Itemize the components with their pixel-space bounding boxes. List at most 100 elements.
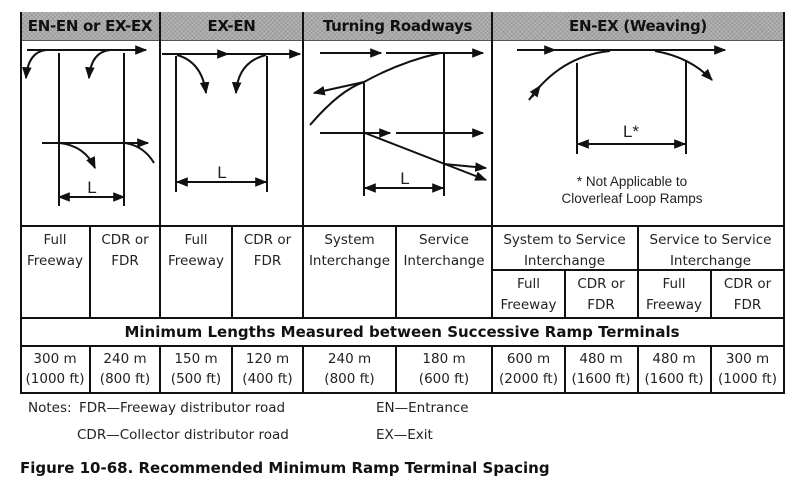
group-header-line: Interchange xyxy=(669,253,752,269)
col-header-line: CDR or xyxy=(243,232,292,248)
diagram-row-bottom xyxy=(20,225,785,227)
value-ft: (400 ft) xyxy=(242,371,293,387)
sub-header-line: Freeway xyxy=(500,297,557,313)
col-header-line: Freeway xyxy=(168,253,224,269)
value-m: 300 m xyxy=(33,351,77,367)
value-m: 240 m xyxy=(327,351,372,367)
value-m: 600 m xyxy=(506,351,551,367)
value-ft: (1000 ft) xyxy=(718,371,777,387)
sub-header-line: Full xyxy=(662,276,686,292)
value-ft: (500 ft) xyxy=(170,371,222,387)
col-header-full-freeway: Full Freeway xyxy=(20,230,90,272)
note-en: EN—Entrance xyxy=(376,400,469,416)
divider xyxy=(710,269,712,318)
value-m: 240 m xyxy=(103,351,147,367)
divider xyxy=(89,345,91,393)
col-header-cdr-fdr: CDR or FDR xyxy=(90,230,160,272)
group-header-line: Interchange xyxy=(523,253,606,269)
value-ft: (800 ft) xyxy=(99,371,151,387)
table-border-right xyxy=(783,12,785,393)
value-cell: 120 m (400 ft) xyxy=(232,346,303,392)
sub-header-cdr-fdr: CDR or FDR xyxy=(565,274,637,316)
diagram-turning-roadways xyxy=(309,48,488,196)
sub-header-full-freeway: Full Freeway xyxy=(637,274,711,316)
col-header-line: CDR or xyxy=(101,232,149,248)
divider xyxy=(491,12,493,318)
diagram-en-en xyxy=(22,45,155,206)
col-header-cdr-fdr: CDR or FDR xyxy=(232,230,303,272)
group-header-service-to-service: Service to Service Interchange xyxy=(637,230,784,272)
sub-header-line: Full xyxy=(516,276,541,292)
value-ft: (800 ft) xyxy=(324,371,375,387)
sub-header-line: FDR xyxy=(733,297,762,313)
divider xyxy=(710,345,712,393)
sub-header-full-freeway: Full Freeway xyxy=(492,274,565,316)
divider xyxy=(637,345,639,393)
value-cell: 300 m (1000 ft) xyxy=(20,346,90,392)
value-cell: 240 m (800 ft) xyxy=(90,346,160,392)
length-label: L xyxy=(217,163,226,182)
diagram-weaving xyxy=(517,45,727,154)
band-bottom xyxy=(20,345,785,347)
notes-prefix: Notes: xyxy=(28,400,72,416)
weaving-footnote-line2: Cloverleaf Loop Ramps xyxy=(561,191,702,206)
divider xyxy=(159,12,161,318)
col-header-line: FDR xyxy=(111,253,139,269)
col-header-line: Interchange xyxy=(403,253,485,269)
column-header-bottom xyxy=(20,317,785,319)
group-header-system-to-service: System to Service Interchange xyxy=(492,230,637,272)
diagram-ex-en xyxy=(162,49,302,192)
header-label: EN-EX (Weaving) xyxy=(569,17,707,35)
col-header-line: Interchange xyxy=(308,253,391,269)
value-m: 300 m xyxy=(725,351,770,367)
length-label: L* xyxy=(623,122,639,141)
value-cell: 240 m (800 ft) xyxy=(303,346,396,392)
divider xyxy=(159,345,161,393)
diagrams-svg: L L L L* * Not Applicable to Cloverleaf … xyxy=(22,45,727,206)
header-label: Turning Roadways xyxy=(322,17,473,35)
header-label: EX-EN xyxy=(207,17,256,35)
divider xyxy=(231,225,233,318)
note-fdr: FDR—Freeway distributor road xyxy=(79,400,286,416)
note-ex: EX—Exit xyxy=(376,427,433,443)
minimum-lengths-title: Minimum Lengths Measured between Success… xyxy=(20,318,784,345)
sub-header-line: CDR or xyxy=(723,276,772,292)
value-m: 180 m xyxy=(422,351,466,367)
col-header-line: System xyxy=(324,232,375,248)
divider xyxy=(89,225,91,318)
table-border-bottom xyxy=(20,392,785,394)
value-ft: (1000 ft) xyxy=(25,371,85,387)
divider xyxy=(395,225,397,318)
value-m: 480 m xyxy=(652,351,696,367)
divider xyxy=(564,345,566,393)
value-cell: 480 m (1600 ft) xyxy=(637,346,711,392)
header-en-en-or-ex-ex: EN-EN or EX-EX xyxy=(20,12,160,41)
col-header-line: Service xyxy=(419,232,469,248)
sub-header-line: Freeway xyxy=(646,297,702,313)
sub-header-cdr-fdr: CDR or FDR xyxy=(711,274,784,316)
value-ft: (1600 ft) xyxy=(571,371,631,387)
divider xyxy=(302,345,304,393)
divider xyxy=(302,12,304,318)
col-header-service-interchange: Service Interchange xyxy=(396,230,492,272)
col-header-line: Full xyxy=(184,232,208,248)
col-header-line: Full xyxy=(43,232,67,248)
header-en-ex-weaving: EN-EX (Weaving) xyxy=(492,12,784,41)
divider xyxy=(231,345,233,393)
group-header-line: System to Service xyxy=(503,232,626,248)
col-header-full-freeway: Full Freeway xyxy=(160,230,232,272)
length-label: L xyxy=(87,178,96,197)
value-m: 480 m xyxy=(579,351,623,367)
group-header-line: Service to Service xyxy=(649,232,772,248)
sub-header-line: CDR or xyxy=(577,276,625,292)
divider xyxy=(395,345,397,393)
col-header-line: FDR xyxy=(253,253,282,269)
value-cell: 480 m (1600 ft) xyxy=(565,346,637,392)
figure-caption: Figure 10-68. Recommended Minimum Ramp T… xyxy=(20,459,550,477)
value-m: 120 m xyxy=(245,351,290,367)
divider xyxy=(491,345,493,393)
divider xyxy=(564,269,566,318)
weaving-footnote-line1: * Not Applicable to xyxy=(577,174,687,189)
value-cell: 180 m (600 ft) xyxy=(396,346,492,392)
table-border-left xyxy=(20,12,22,393)
